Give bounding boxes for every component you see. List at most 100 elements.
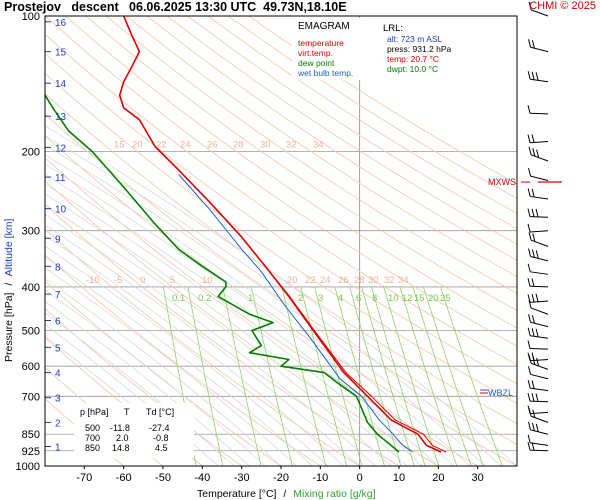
lrl-dwpt: dwpt: 10.0 °C <box>387 64 438 74</box>
dry-adiabat <box>45 280 282 466</box>
wind-barb <box>529 216 549 218</box>
altitude-tick-label: 10 <box>55 205 67 216</box>
altitude-tick-label: 8 <box>55 262 61 273</box>
dry-adiabat <box>45 157 478 466</box>
wind-barb-feather <box>528 355 532 364</box>
y-axis-title: Pressure [hPa] / Altitude [km] <box>3 219 15 362</box>
mixing-ratio-line <box>349 286 402 466</box>
wind-barb-feather <box>527 208 531 217</box>
mixing-ratio-label: 2 <box>298 293 303 304</box>
dry-adiabat-label: 22 <box>156 139 167 150</box>
wind-barb-feather <box>532 409 536 418</box>
wind-barb <box>530 415 549 423</box>
legend-item-wet-bulb: wet bulb temp. <box>297 68 353 78</box>
dry-adiabat <box>45 228 360 466</box>
wind-barb <box>530 175 549 181</box>
table-cell: 14.8 <box>112 443 130 453</box>
table-header-t: T <box>124 407 130 417</box>
wind-barb-feather <box>531 293 535 303</box>
legend-title: EMAGRAM <box>298 21 350 32</box>
mixing-ratio-label: 1 <box>248 293 253 304</box>
mixing-ratio-line <box>187 286 224 466</box>
mixing-ratio-line <box>222 286 262 466</box>
lrl-title: LRL: <box>383 23 403 34</box>
mixing-ratio-line <box>300 286 348 466</box>
wind-barb <box>530 255 549 262</box>
wind-barb-feather <box>531 188 535 198</box>
mixing-ratio-line <box>412 286 472 466</box>
wind-barb <box>530 9 549 17</box>
dry-adiabat <box>45 72 517 404</box>
wind-barb-feather <box>536 149 540 158</box>
chart-title: Prostejov descent 06.06.2025 13:30 UTC 4… <box>4 0 347 14</box>
altitude-tick-label: 5 <box>55 343 61 354</box>
wind-barb-feather <box>531 40 535 49</box>
altitude-tick-label: 14 <box>55 79 67 90</box>
dry-adiabat <box>85 16 517 311</box>
dry-adiabat <box>45 92 517 425</box>
wind-barb <box>530 78 549 83</box>
mixing-ratio-label: 15 <box>414 293 425 304</box>
moist-adiabat <box>45 300 250 466</box>
wind-barb-feather <box>528 314 532 323</box>
mixing-ratio-line <box>334 286 385 466</box>
table-cell: 850 <box>85 443 100 453</box>
mixing-ratio-label: 20 <box>428 293 439 304</box>
wind-barb-feather <box>527 263 531 272</box>
wind-barb <box>530 429 549 435</box>
wind-barb <box>530 387 549 392</box>
wind-barb-feather <box>528 146 532 155</box>
wind-barb-feather <box>531 278 535 287</box>
x-tick-label: 0 <box>357 472 363 484</box>
mixing-ratio-label: 25 <box>440 293 451 304</box>
moist-adiabat <box>45 214 376 466</box>
wind-barb-feather <box>527 71 531 80</box>
y-tick-label: 400 <box>22 282 40 294</box>
lrl-temp: temp: 20.7 °C <box>387 54 439 64</box>
y-axis-separator: / <box>3 283 15 286</box>
series-wet-bulb-temp <box>178 174 414 453</box>
moist-adiabat <box>45 278 282 466</box>
moist-adiabat <box>45 144 486 466</box>
x-axis-label-2: Mixing ratio [g/kg] <box>293 488 375 500</box>
dry-adiabat <box>227 16 517 199</box>
wind-barb-feather <box>528 167 532 177</box>
wind-barb-feather <box>531 442 535 451</box>
table-header-p: p [hPa] <box>80 407 109 417</box>
dry-adiabat <box>126 16 517 278</box>
y-tick-label: 600 <box>22 361 40 373</box>
wind-barb-feather <box>527 105 531 114</box>
mixing-ratio-label: 6 <box>356 293 361 304</box>
svg-text:Pressure [hPa] / A: Pressure [hPa] / Altitude [km] <box>3 219 15 362</box>
altitude-tick-label: 16 <box>55 18 67 29</box>
moist-adiabat <box>45 267 297 466</box>
dry-adiabat-label: 28 <box>354 275 365 286</box>
x-tick-label: 30 <box>472 472 484 484</box>
x-tick-label: -20 <box>273 472 289 484</box>
wind-barb-feather <box>527 134 531 143</box>
mixing-ratio-label: 0.2 <box>198 293 211 304</box>
x-tick-label: -60 <box>116 472 132 484</box>
dry-adiabat <box>45 53 517 385</box>
wind-barb <box>530 300 549 303</box>
wbzl-marker: WBZL <box>480 388 513 398</box>
mixing-ratio-line <box>399 286 458 466</box>
wind-barb <box>530 271 549 275</box>
altitude-tick-label: 12 <box>55 144 67 155</box>
mixing-ratio-label: 4 <box>338 293 343 304</box>
wind-barb-feather <box>528 1 532 10</box>
series-virt-temp <box>119 15 447 453</box>
moist-adiabat <box>45 245 329 466</box>
x-tick-label: -50 <box>155 472 171 484</box>
wind-barb <box>530 230 549 233</box>
table-cell: 2.0 <box>116 433 129 443</box>
moist-adiabat <box>45 312 235 466</box>
dry-adiabat-label: 0 <box>140 275 145 286</box>
wind-barb <box>530 321 549 328</box>
wind-barb <box>530 411 549 415</box>
wind-barb <box>530 307 549 315</box>
dry-adiabat <box>207 16 517 214</box>
dry-adiabat-label: 10 <box>202 275 213 286</box>
